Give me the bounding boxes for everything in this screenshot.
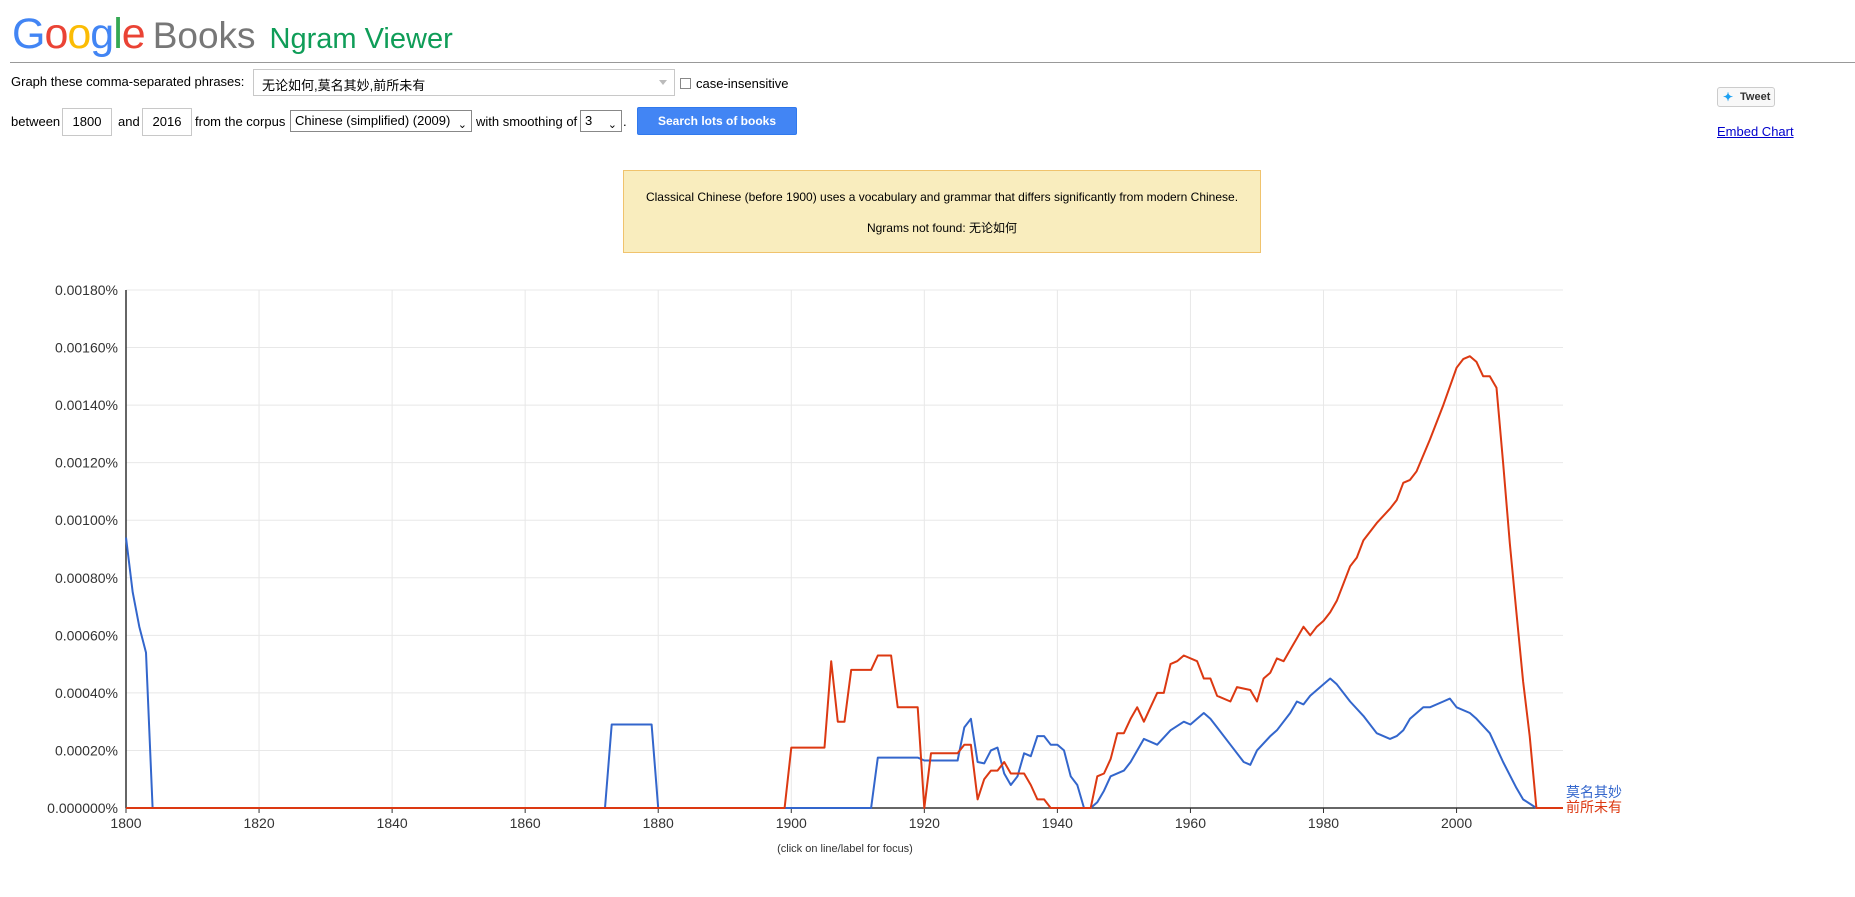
y-tick-label: 0.00120% <box>55 455 118 471</box>
x-tick-label: 1860 <box>510 815 541 831</box>
y-tick-label: 0.00040% <box>55 685 118 701</box>
y-tick-label: 0.00100% <box>55 512 118 528</box>
x-tick-label: 1900 <box>776 815 807 831</box>
tweet-button[interactable]: ✦ Tweet <box>1717 87 1775 107</box>
logo-books-text: Books <box>152 15 256 56</box>
x-tick-label: 1800 <box>110 815 141 831</box>
x-tick-label: 1960 <box>1175 815 1206 831</box>
period-text: . <box>623 114 627 129</box>
search-button[interactable]: Search lots of books <box>637 107 797 135</box>
logo-letter: e <box>121 10 146 58</box>
notice-line-1: Classical Chinese (before 1900) uses a v… <box>645 190 1239 204</box>
series-line <box>126 355 1563 809</box>
logo-letter: G <box>12 10 45 58</box>
end-year-input[interactable]: 2016 <box>142 108 192 136</box>
phrases-dropdown-icon[interactable] <box>659 80 667 85</box>
case-insensitive-checkbox[interactable] <box>680 78 691 89</box>
y-tick-label: 0.00080% <box>55 570 118 586</box>
page-title: Ngram Viewer <box>269 23 453 55</box>
corpus-select[interactable]: Chinese (simplified) (2009) ⌄ <box>290 110 472 132</box>
corpus-select-value: Chinese (simplified) (2009) <box>295 113 451 128</box>
y-tick-label: 0.00180% <box>55 282 118 298</box>
case-insensitive-label: case-insensitive <box>696 76 789 91</box>
chevron-down-icon: ⌄ <box>607 119 617 131</box>
corpus-label: from the corpus <box>195 114 286 129</box>
x-tick-label: 1940 <box>1042 815 1073 831</box>
series-label: 前所未有 <box>1566 799 1622 816</box>
logo-letter: l <box>113 10 123 58</box>
logo-letter: o <box>67 10 91 58</box>
smoothing-select-value: 3 <box>585 113 593 128</box>
y-tick-label: 0.00140% <box>55 397 118 413</box>
logo-google-text: Google <box>12 10 146 59</box>
series-label: 莫名其妙 <box>1566 785 1622 801</box>
x-tick-label: 1880 <box>643 815 674 831</box>
smoothing-label: with smoothing of <box>476 114 578 129</box>
phrases-label: Graph these comma-separated phrases: <box>11 74 245 89</box>
between-label: between <box>11 114 61 129</box>
phrases-input[interactable]: 无论如何,莫名其妙,前所未有 <box>253 69 675 96</box>
tweet-label: Tweet <box>1740 91 1771 103</box>
chevron-down-icon: ⌄ <box>457 119 467 131</box>
google-books-logo[interactable]: Google Books Ngram Viewer <box>12 10 453 60</box>
x-tick-label: 2000 <box>1441 815 1472 831</box>
x-tick-label: 1980 <box>1308 815 1339 831</box>
y-tick-label: 0.00020% <box>55 742 118 758</box>
y-tick-label: 0.00160% <box>55 340 118 356</box>
and-label: and <box>118 114 140 129</box>
start-year-input[interactable]: 1800 <box>62 108 112 136</box>
y-tick-label: 0.000000% <box>47 800 118 816</box>
x-tick-label: 1820 <box>243 815 274 831</box>
series-line <box>125 537 1563 809</box>
chart-note: (click on line/label for focus) <box>777 843 913 855</box>
logo-letter: g <box>90 10 114 58</box>
smoothing-select[interactable]: 3 ⌄ <box>580 110 622 132</box>
embed-chart-link[interactable]: Embed Chart <box>1717 124 1794 139</box>
y-tick-label: 0.00060% <box>55 627 118 643</box>
twitter-bird-icon: ✦ <box>1723 90 1734 104</box>
logo-letter: o <box>44 10 68 58</box>
x-tick-label: 1920 <box>909 815 940 831</box>
notice-line-2: Ngrams not found: 无论如何 <box>866 221 1018 235</box>
notice-box: Classical Chinese (before 1900) uses a v… <box>623 170 1261 253</box>
x-tick-label: 1840 <box>377 815 408 831</box>
phrases-input-value: 无论如何,莫名其妙,前所未有 <box>262 78 426 93</box>
header-divider <box>10 62 1855 63</box>
